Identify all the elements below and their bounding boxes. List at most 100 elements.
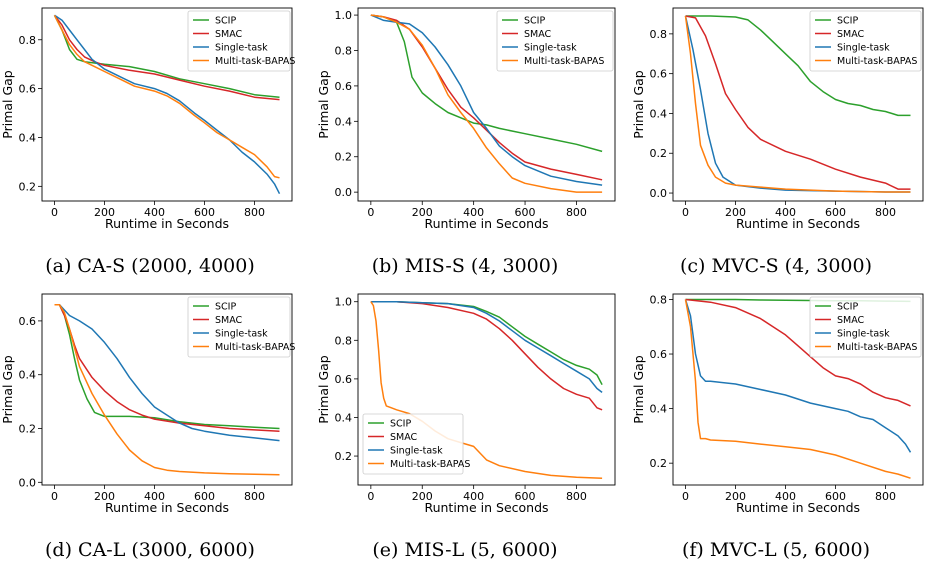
legend-label: SCIP [390, 419, 411, 430]
subfigure-caption: (c) MVC-S (4, 3000) [680, 255, 872, 277]
x-tick-label: 400 [463, 206, 484, 219]
legend-label: SMAC [524, 29, 552, 40]
x-tick-label: 0 [682, 206, 689, 219]
series-line-smac [370, 300, 603, 411]
x-tick-label: 0 [367, 206, 374, 219]
y-tick-label: 0.6 [335, 373, 353, 386]
series-line-single-task [684, 299, 912, 453]
legend-label: Single-task [215, 329, 268, 340]
x-axis-label: Runtime in Seconds [424, 216, 548, 231]
y-axis-label: Primal Gap [316, 70, 331, 139]
x-tick-label: 600 [825, 490, 846, 503]
series-line-single-task [370, 14, 603, 186]
legend-box [809, 296, 922, 358]
chart-panel-3: 0 200 400 600 800 0.0 0.2 0.4 0.6 0.8 Runtime in S… [631, 7, 924, 277]
y-tick-label: 0.2 [19, 180, 37, 193]
y-axis-label: Primal Gap [631, 70, 646, 139]
legend-label: Single-task [837, 329, 890, 340]
legend: SCIP SMAC Single-task Multi-task-BAPAS [496, 10, 614, 72]
y-tick-label: 0.4 [650, 403, 668, 416]
x-axis-label: Runtime in Seconds [736, 500, 860, 515]
legend-label: Single-task [837, 43, 890, 54]
legend-label: SMAC [390, 432, 418, 443]
x-tick-label: 800 [244, 490, 265, 503]
x-tick-label: 400 [463, 490, 484, 503]
chart-panel-5: 0 200 400 600 800 0.2 0.4 0.6 0.8 1.0 Runtime in S… [316, 293, 616, 561]
x-axis-label: Runtime in Seconds [424, 500, 548, 515]
legend-label: Single-task [215, 43, 268, 54]
y-tick-label: 1.0 [335, 296, 353, 309]
x-axis-label: Runtime in Seconds [105, 216, 229, 231]
x-tick-label: 400 [775, 490, 796, 503]
x-tick-label: 800 [566, 490, 587, 503]
series-line-multi-task-bapas [370, 14, 603, 193]
y-tick-label: 0.8 [335, 44, 353, 57]
subfigure-caption: (b) MIS-S (4, 3000) [372, 255, 559, 277]
y-tick-label: 0.8 [19, 34, 37, 47]
y-tick-label: 0.4 [335, 411, 353, 424]
plot-frame [357, 293, 616, 486]
legend-label: Multi-task-BAPAS [837, 56, 917, 67]
y-tick-label: 0.4 [19, 369, 37, 382]
y-tick-label: 0.6 [19, 83, 37, 96]
legend-label: Multi-task-BAPAS [837, 342, 917, 353]
legend-label: SMAC [837, 29, 865, 40]
series-line-single-task [54, 304, 280, 442]
legend-label: SMAC [837, 315, 865, 326]
y-tick-label: 0.6 [650, 68, 668, 81]
y-tick-label: 0.4 [650, 107, 668, 120]
y-axis-label: Primal Gap [0, 70, 15, 139]
legend-label: Multi-task-BAPAS [524, 56, 604, 67]
x-tick-label: 200 [412, 206, 433, 219]
series-line-single-task [370, 300, 603, 393]
subfigure-caption: (e) MIS-L (5, 6000) [372, 539, 557, 561]
series-line-smac [370, 14, 603, 181]
x-tick-label: 200 [412, 490, 433, 503]
subfigure-caption: (f) MVC-L (5, 6000) [682, 539, 870, 561]
y-axis-label: Primal Gap [631, 355, 646, 424]
y-tick-label: 0.8 [650, 28, 668, 41]
x-tick-label: 600 [194, 206, 215, 219]
legend-label: SCIP [215, 302, 236, 313]
plot-frame [41, 7, 293, 202]
x-tick-label: 0 [367, 490, 374, 503]
chart-panel-4: 0 200 400 600 800 0.0 0.2 0.4 0.6 Runtime in Seco… [0, 293, 295, 561]
x-tick-label: 600 [515, 490, 536, 503]
plot-frame [672, 7, 924, 202]
subfigure-caption: (a) CA-S (2000, 4000) [45, 255, 255, 277]
legend-label: SCIP [524, 16, 545, 27]
y-tick-label: 0.6 [650, 348, 668, 361]
x-tick-label: 600 [194, 490, 215, 503]
legend-box [187, 296, 291, 358]
plot-frame [357, 7, 616, 202]
y-tick-label: 0.6 [19, 315, 37, 328]
legend: SCIP SMAC Single-task Multi-task-BAPAS [362, 413, 470, 475]
legend-label: Multi-task-BAPAS [215, 342, 295, 353]
series-line-multi-task-bapas [54, 304, 280, 476]
y-tick-label: 1.0 [335, 9, 353, 22]
y-tick-label: 0.2 [335, 450, 353, 463]
y-tick-label: 0.8 [335, 334, 353, 347]
legend-label: SMAC [215, 29, 243, 40]
x-tick-label: 0 [51, 490, 58, 503]
series-line-multi-task-bapas [684, 299, 911, 479]
y-axis-label: Primal Gap [316, 355, 331, 424]
x-tick-label: 800 [244, 206, 265, 219]
y-tick-label: 0.4 [19, 131, 37, 144]
series-line-scip [53, 14, 280, 98]
series-line-scip [370, 14, 603, 153]
legend-label: Multi-task-BAPAS [390, 459, 470, 470]
y-tick-label: 0.4 [335, 115, 353, 128]
y-axis-label: Primal Gap [0, 355, 15, 424]
x-tick-label: 400 [144, 206, 165, 219]
subfigure-caption: (d) CA-L (3000, 6000) [45, 539, 255, 561]
legend-label: SCIP [837, 302, 858, 313]
x-tick-label: 800 [875, 206, 896, 219]
legend-box [187, 10, 291, 72]
x-tick-label: 0 [682, 490, 689, 503]
legend: SCIP SMAC Single-task Multi-task-BAPAS [809, 296, 922, 358]
x-tick-label: 800 [566, 206, 587, 219]
y-tick-label: 0.2 [650, 457, 668, 470]
legend-label: SCIP [215, 16, 236, 27]
x-tick-label: 800 [875, 490, 896, 503]
